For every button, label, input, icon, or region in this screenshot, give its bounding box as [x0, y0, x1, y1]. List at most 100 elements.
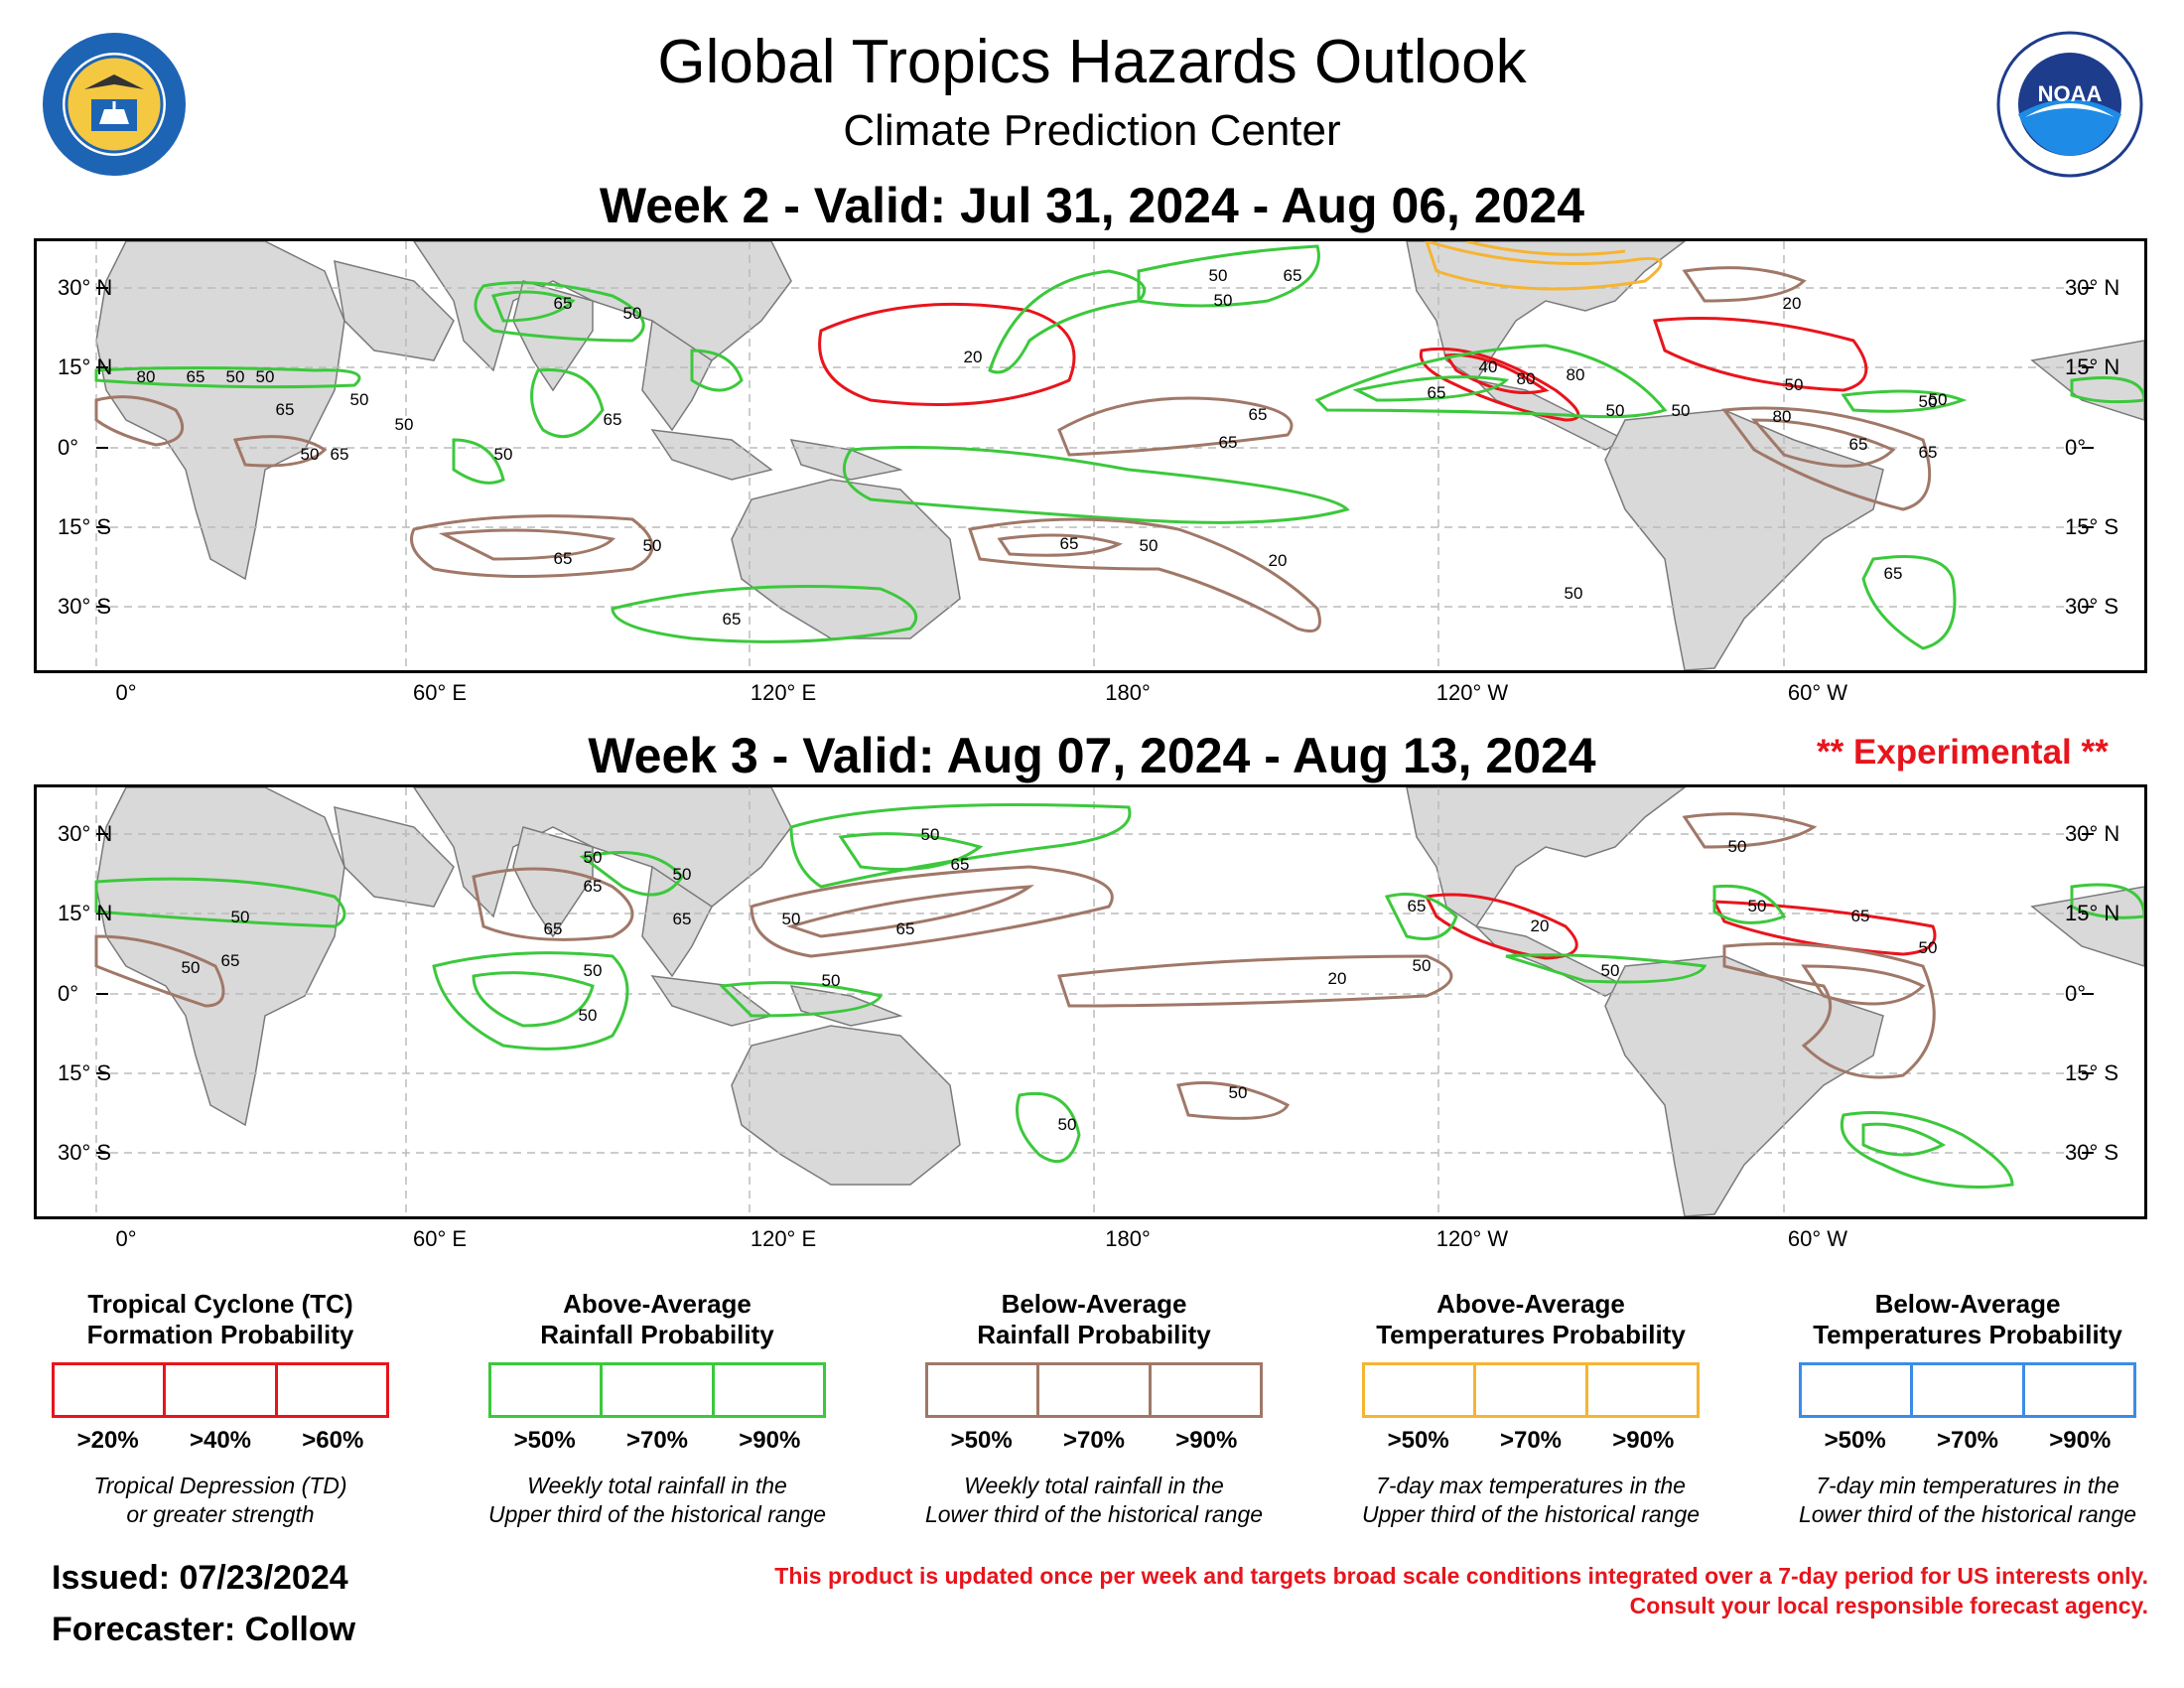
week3-lat-label-right: 15° N — [2065, 901, 2120, 925]
legend-title-line1: Below-Average — [1001, 1289, 1187, 1319]
south-america-land — [1604, 955, 1884, 1216]
week3-lon-label: 60° W — [1787, 1226, 1848, 1251]
legend-title-line2: Rainfall Probability — [540, 1320, 774, 1349]
week2-lat-label-right: 30° N — [2065, 275, 2120, 300]
legend-title-line2: Formation Probability — [86, 1320, 354, 1349]
week2-contour-label: 50 — [1672, 401, 1691, 420]
week2-contour-label: 50 — [1140, 536, 1159, 555]
week3-lon-label: 120° E — [750, 1226, 817, 1251]
week2-contour-label: 65 — [1219, 433, 1238, 452]
week2-contour-label: 40 — [1479, 357, 1498, 376]
legend-level-label: >90% — [739, 1427, 801, 1454]
week3-contour-label: 20 — [1531, 916, 1550, 935]
legend-level-labels: >50% >70% >90% — [925, 1427, 1263, 1455]
week2-contour-label: 50 — [1785, 375, 1804, 394]
legend-swatch — [274, 1362, 389, 1418]
legend-swatch — [1362, 1362, 1474, 1418]
week3-map: 50 50 50 65 50 65 65 50 65 50 50 50 65 50 65 20 50 50 50 20… — [34, 784, 2147, 1219]
week3-lon-label: 60° E — [412, 1226, 468, 1251]
week2-map: 65 50 80 65 50 50 50 65 50 65 50 50 65 65 50 65 20 50 50 65… — [34, 238, 2147, 673]
asia-land — [413, 787, 792, 918]
legend-level-label: >70% — [1499, 1427, 1563, 1454]
legend-swatch-row — [1362, 1362, 1700, 1418]
legend-desc-line1: Weekly total rainfall in the — [527, 1473, 787, 1498]
experimental-badge: ** Experimental ** — [1817, 733, 2109, 772]
legend-swatch — [1473, 1362, 1585, 1418]
week3-contour-label: 50 — [1601, 961, 1620, 980]
legend-desc-line1: 7-day max temperatures in the — [1376, 1473, 1686, 1498]
africa-land — [95, 241, 345, 581]
week2-contour-label: 50 — [623, 304, 642, 323]
week2-contour-label: 65 — [554, 549, 573, 568]
week3-contour-label: 65 — [673, 910, 692, 928]
week3-contour-label: 65 — [951, 855, 970, 874]
legend-desc-line1: Weekly total rainfall in the — [964, 1473, 1224, 1498]
week2-contour-label: 65 — [604, 410, 622, 429]
legend-swatch — [163, 1362, 275, 1418]
week3-lat-label-left: 30° N — [58, 821, 113, 846]
week2-contour-label: 50 — [301, 445, 320, 464]
legend-level-label: >50% — [1387, 1427, 1449, 1454]
week2-contour-label: 65 — [1428, 383, 1446, 402]
page-subtitle: Climate Prediction Center — [843, 106, 1341, 155]
legend-desc-line2: Upper third of the historical range — [1361, 1501, 1701, 1527]
week3-contour-label: 50 — [1229, 1083, 1248, 1102]
week2-contour-label: 80 — [1773, 407, 1792, 426]
legend-swatch-row — [1799, 1362, 2136, 1418]
legend-level-label: >90% — [1612, 1427, 1675, 1454]
week3-lon-label: 0° — [115, 1226, 137, 1251]
week2-contour-label: 50 — [1209, 266, 1228, 285]
week3-contour-label: 65 — [1851, 907, 1870, 925]
week2-contour-label: 80 — [137, 367, 156, 386]
legend-level-labels: >50% >70% >90% — [1799, 1427, 2136, 1455]
week2-contour-label: 65 — [331, 445, 349, 464]
week2-heading: Week 2 - Valid: Jul 31, 2024 - Aug 06, 2… — [599, 178, 1585, 233]
week3-heading: Week 3 - Valid: Aug 07, 2024 - Aug 13, 2… — [588, 728, 1596, 783]
week2-lon-label: 120° W — [1435, 680, 1509, 705]
legend-swatch — [925, 1362, 1037, 1418]
week3-lon-label: 180° — [1105, 1226, 1151, 1251]
week3-contour-label: 50 — [1748, 897, 1767, 915]
legend-desc-line2: Upper third of the historical range — [487, 1501, 827, 1527]
week3-contour-label: 50 — [584, 961, 603, 980]
legend-desc-line1: 7-day min temperatures in the — [1816, 1473, 2119, 1498]
noaa-logo: NOAA — [1995, 30, 2144, 179]
week2-contour-label: 65 — [276, 400, 295, 419]
legend-desc-line2: or greater strength — [126, 1501, 315, 1527]
week2-contour-label: 65 — [1919, 443, 1938, 462]
legend-title-line1: Above-Average — [563, 1289, 751, 1319]
week3-lat-label-left: 0° — [58, 981, 79, 1006]
legend-title-line2: Temperatures Probability — [1813, 1320, 2122, 1349]
legend-title: Above-Average Rainfall Probability — [449, 1289, 866, 1350]
week3-lon-label: 120° W — [1435, 1226, 1509, 1251]
week2-contour-label: 65 — [1249, 405, 1268, 424]
week2-lon-label: 0° — [115, 680, 137, 705]
week2-contour-label: 65 — [1884, 564, 1903, 583]
legend-level-label: >90% — [1175, 1427, 1238, 1454]
legend-description: Weekly total rainfall in the Upper third … — [449, 1472, 866, 1529]
legend-swatch — [488, 1362, 601, 1418]
legend-title-line1: Above-Average — [1436, 1289, 1625, 1319]
week3-contour-label: 50 — [1413, 956, 1432, 975]
legend-level-label: >50% — [950, 1427, 1013, 1454]
arabia-land — [334, 805, 455, 908]
asia-land — [413, 241, 792, 372]
legend-swatch-row — [488, 1362, 826, 1418]
legend-description: 7-day max temperatures in the Upper third… — [1322, 1472, 1739, 1529]
legend-swatch-row — [925, 1362, 1263, 1418]
legend-level-label: >50% — [513, 1427, 576, 1454]
legend-title: Below-Average Temperatures Probability — [1759, 1289, 2176, 1350]
week2-contour-label: 50 — [1919, 392, 1938, 411]
west-africa-edge-land — [2030, 886, 2144, 967]
legend-swatch — [1584, 1362, 1700, 1418]
week3-contour-label: 50 — [921, 825, 940, 844]
week2-contour-label: 50 — [1929, 390, 1948, 409]
legend-swatch — [1910, 1362, 2022, 1418]
legend-swatch — [2021, 1362, 2136, 1418]
week3-contour-label: 65 — [221, 951, 240, 970]
week2-contour-label: 50 — [494, 445, 513, 464]
south-america-land — [1604, 409, 1884, 670]
week2-contour-label: 50 — [1606, 401, 1625, 420]
legend-title: Tropical Cyclone (TC) Formation Probabili… — [12, 1289, 429, 1350]
